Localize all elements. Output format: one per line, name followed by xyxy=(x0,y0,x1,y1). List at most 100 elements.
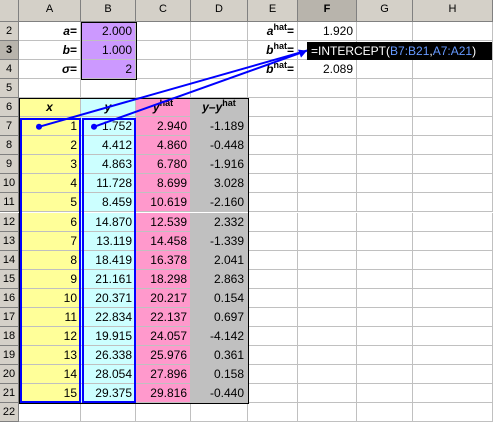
residual-value[interactable]: -1.916 xyxy=(191,155,248,174)
cell-g18[interactable] xyxy=(357,327,413,346)
row-header-9[interactable]: 9 xyxy=(0,155,19,174)
y-hat-value[interactable]: 8.699 xyxy=(136,174,191,193)
residual-value[interactable]: 0.158 xyxy=(191,365,248,384)
x-value[interactable]: 8 xyxy=(19,251,81,270)
y-value[interactable]: 29.375 xyxy=(81,384,136,403)
x-value[interactable]: 7 xyxy=(19,232,81,251)
cell-g8[interactable] xyxy=(357,136,413,155)
cell-f17[interactable] xyxy=(298,308,357,327)
cell-e9[interactable] xyxy=(248,155,298,174)
row-header-13[interactable]: 13 xyxy=(0,232,19,251)
cell-f16[interactable] xyxy=(298,289,357,308)
cell-f14[interactable] xyxy=(298,251,357,270)
cell-f15[interactable] xyxy=(298,270,357,289)
cell-h20[interactable] xyxy=(413,365,493,384)
cell-e5[interactable] xyxy=(248,79,298,98)
row-header-21[interactable]: 21 xyxy=(0,384,19,403)
cell-g6[interactable] xyxy=(357,98,413,117)
cell-h10[interactable] xyxy=(413,174,493,193)
header-residual[interactable]: y–yhat xyxy=(191,98,248,117)
y-value[interactable]: 14.870 xyxy=(81,213,136,232)
x-value[interactable]: 11 xyxy=(19,308,81,327)
x-value[interactable]: 9 xyxy=(19,270,81,289)
y-value[interactable]: 21.161 xyxy=(81,270,136,289)
cell-f6[interactable] xyxy=(298,98,357,117)
column-header-b[interactable]: B xyxy=(81,0,136,22)
cell-h11[interactable] xyxy=(413,193,493,212)
y-hat-value[interactable]: 2.940 xyxy=(136,117,191,136)
cell-e18[interactable] xyxy=(248,327,298,346)
cell-d4[interactable] xyxy=(191,60,248,79)
row-header-20[interactable]: 20 xyxy=(0,365,19,384)
cell-d2[interactable] xyxy=(191,22,248,41)
cell-e22[interactable] xyxy=(248,403,298,422)
cell-f10[interactable] xyxy=(298,174,357,193)
cell-g15[interactable] xyxy=(357,270,413,289)
cell-e16[interactable] xyxy=(248,289,298,308)
cell-h7[interactable] xyxy=(413,117,493,136)
cell-h19[interactable] xyxy=(413,346,493,365)
cell-g14[interactable] xyxy=(357,251,413,270)
param-label-1[interactable]: b= xyxy=(19,41,81,60)
y-hat-value[interactable]: 25.976 xyxy=(136,346,191,365)
residual-value[interactable]: -1.339 xyxy=(191,232,248,251)
x-value[interactable]: 14 xyxy=(19,365,81,384)
cell-g17[interactable] xyxy=(357,308,413,327)
y-value[interactable]: 4.863 xyxy=(81,155,136,174)
header-y[interactable]: y xyxy=(81,98,136,117)
cell-d22[interactable] xyxy=(191,403,248,422)
cell-g9[interactable] xyxy=(357,155,413,174)
cell-h17[interactable] xyxy=(413,308,493,327)
header-x[interactable]: x xyxy=(19,98,81,117)
cell-f18[interactable] xyxy=(298,327,357,346)
y-hat-value[interactable]: 12.539 xyxy=(136,213,191,232)
cell-a22[interactable] xyxy=(19,403,81,422)
row-header-18[interactable]: 18 xyxy=(0,327,19,346)
cell-h2[interactable] xyxy=(413,22,493,41)
b-hat-value[interactable]: 2.089 xyxy=(298,60,357,79)
cell-g2[interactable] xyxy=(357,22,413,41)
row-header-8[interactable]: 8 xyxy=(0,136,19,155)
cell-h9[interactable] xyxy=(413,155,493,174)
cell-b22[interactable] xyxy=(81,403,136,422)
y-value[interactable]: 4.412 xyxy=(81,136,136,155)
row-header-2[interactable]: 2 xyxy=(0,22,19,41)
column-header-c[interactable]: C xyxy=(136,0,191,22)
param-label-0[interactable]: a= xyxy=(19,22,81,41)
cell-f8[interactable] xyxy=(298,136,357,155)
y-hat-value[interactable]: 27.896 xyxy=(136,365,191,384)
cell-g19[interactable] xyxy=(357,346,413,365)
y-hat-value[interactable]: 16.378 xyxy=(136,251,191,270)
cell-e6[interactable] xyxy=(248,98,298,117)
cell-b5[interactable] xyxy=(81,79,136,98)
column-header-f[interactable]: F xyxy=(298,0,357,22)
residual-value[interactable]: 3.028 xyxy=(191,174,248,193)
row-header-4[interactable]: 4 xyxy=(0,60,19,79)
x-value[interactable]: 12 xyxy=(19,327,81,346)
cell-f7[interactable] xyxy=(298,117,357,136)
cell-h18[interactable] xyxy=(413,327,493,346)
y-value[interactable]: 26.338 xyxy=(81,346,136,365)
cell-a5[interactable] xyxy=(19,79,81,98)
cell-h6[interactable] xyxy=(413,98,493,117)
residual-value[interactable]: 0.361 xyxy=(191,346,248,365)
x-value[interactable]: 1 xyxy=(19,117,81,136)
cell-f5[interactable] xyxy=(298,79,357,98)
residual-value[interactable]: 0.154 xyxy=(191,289,248,308)
a-hat-label[interactable]: ahat= xyxy=(248,22,298,41)
x-value[interactable]: 10 xyxy=(19,289,81,308)
cell-c3[interactable] xyxy=(136,41,191,60)
row-header-15[interactable]: 15 xyxy=(0,270,19,289)
y-value[interactable]: 18.419 xyxy=(81,251,136,270)
cell-h21[interactable] xyxy=(413,384,493,403)
cell-c4[interactable] xyxy=(136,60,191,79)
cell-f22[interactable] xyxy=(298,403,357,422)
cell-f21[interactable] xyxy=(298,384,357,403)
residual-value[interactable]: -2.160 xyxy=(191,193,248,212)
residual-value[interactable]: 2.041 xyxy=(191,251,248,270)
cell-g13[interactable] xyxy=(357,232,413,251)
row-header-11[interactable]: 11 xyxy=(0,193,19,212)
residual-value[interactable]: -0.440 xyxy=(191,384,248,403)
param-value-1[interactable]: 1.000 xyxy=(81,41,136,60)
column-header-a[interactable]: A xyxy=(19,0,81,22)
